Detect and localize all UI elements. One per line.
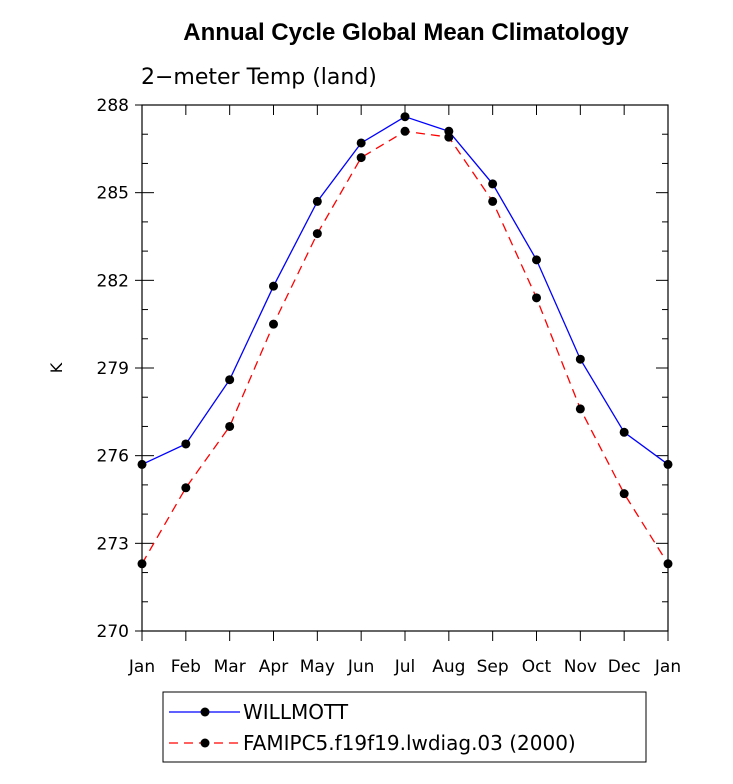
legend-entries: WILLMOTT FAMIPC5.f19f19.lwdiag.03 (2000)	[169, 700, 576, 755]
chart-title: Annual Cycle Global Mean Climatology	[183, 19, 629, 46]
x-tick-label: Jan	[128, 657, 155, 677]
series-2-point	[575, 404, 585, 414]
x-tick-label: Apr	[259, 657, 288, 677]
series-2-point	[663, 559, 673, 569]
chart-subtitle: 2−meter Temp (land)	[141, 65, 377, 90]
x-tick-label: Jul	[394, 657, 416, 677]
series-1-point	[312, 196, 322, 206]
y-axis-label: K	[47, 362, 66, 373]
y-tick-label: 273	[97, 534, 129, 554]
series-2-point	[619, 489, 629, 499]
y-tick-label: 279	[97, 359, 129, 379]
series-2-point	[400, 126, 410, 136]
series-1-point	[663, 459, 673, 469]
x-tick-label: Jan	[654, 657, 681, 677]
series-2-point	[312, 229, 322, 239]
series-1-point	[575, 354, 585, 364]
x-tick-label: Mar	[214, 657, 246, 677]
series-line-2	[141, 130, 669, 565]
legend-marker-1	[200, 707, 210, 717]
x-tick-labels: Jan Feb Mar Apr May Jun Jul Aug Sep Oct Nov Dec Jan	[128, 657, 681, 677]
legend: WILLMOTT FAMIPC5.f19f19.lwdiag.03 (2000)	[162, 691, 647, 763]
legend-marker-2	[200, 738, 210, 748]
x-tick-label: Sep	[477, 657, 509, 677]
series-2-point	[181, 483, 191, 493]
x-tick-label: Oct	[522, 657, 552, 677]
series-2-point	[356, 153, 366, 163]
series-2-point	[225, 421, 235, 431]
series-1-point	[400, 112, 410, 122]
series-2-point	[269, 319, 278, 329]
y-tick-label: 288	[97, 96, 129, 116]
series-2-point	[488, 196, 498, 206]
series-1-point	[619, 427, 629, 437]
x-tick-label: May	[300, 657, 335, 677]
series-1-point	[137, 459, 147, 469]
x-tick-label: Aug	[432, 657, 465, 677]
series-1-point	[181, 439, 191, 449]
series-1-point	[269, 281, 278, 291]
x-tick-label: Dec	[608, 657, 641, 677]
series-markers	[137, 112, 673, 569]
series-2-point	[137, 559, 147, 569]
x-tick-label: Nov	[564, 657, 597, 677]
y-tick-label: 282	[97, 271, 129, 291]
series-1-point	[488, 179, 498, 189]
series-2-point	[532, 293, 541, 303]
y-tick-label: 270	[97, 622, 129, 642]
series-2-point	[444, 132, 454, 142]
series-line-1	[141, 115, 669, 466]
y-tick-label: 285	[97, 184, 129, 204]
x-tick-label: Jun	[347, 657, 375, 677]
series-lines	[141, 115, 669, 565]
series-1-point	[356, 138, 366, 148]
y-tick-labels: 270 273 276 279 282 285 288	[97, 96, 129, 642]
series-1-point	[532, 255, 541, 265]
legend-box	[162, 691, 647, 763]
legend-label-1: WILLMOTT	[243, 700, 349, 724]
x-tick-label: Feb	[171, 657, 201, 677]
plot-frame	[141, 104, 669, 632]
axis-ticks	[135, 104, 669, 641]
legend-label-2: FAMIPC5.f19f19.lwdiag.03 (2000)	[243, 731, 576, 755]
y-tick-label: 276	[97, 447, 129, 467]
series-1-point	[225, 375, 235, 385]
